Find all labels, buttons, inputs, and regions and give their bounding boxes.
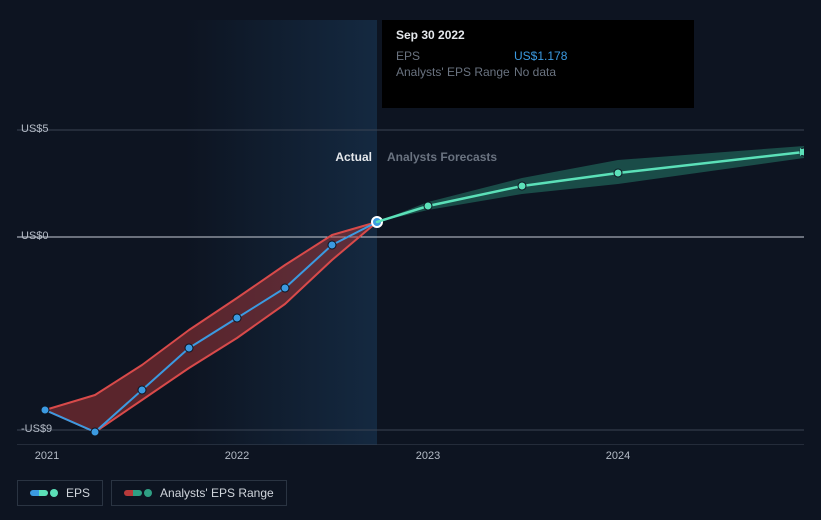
legend-label: Analysts' EPS Range: [160, 486, 274, 500]
legend-item[interactable]: Analysts' EPS Range: [111, 480, 287, 506]
tooltip-key: Analysts' EPS Range: [396, 65, 514, 79]
legend-swatch: [124, 490, 142, 496]
eps-chart: US$5 US$0 -US$9 2021 2022 2023 2024 Actual Ana…: [17, 0, 804, 475]
x-axis-label: 2024: [606, 450, 630, 462]
tooltip-row: EPSUS$1.178: [396, 48, 680, 64]
actual-label: Actual: [17, 150, 372, 164]
legend: EPS Analysts' EPS Range: [17, 480, 287, 506]
chart-tooltip: Sep 30 2022 EPSUS$1.178Analysts' EPS Ran…: [382, 20, 694, 108]
tooltip-row: Analysts' EPS RangeNo data: [396, 64, 680, 80]
legend-item[interactable]: EPS: [17, 480, 103, 506]
legend-dot-icon: [50, 489, 58, 497]
tooltip-key: EPS: [396, 49, 514, 63]
y-axis-label: US$0: [21, 230, 49, 242]
x-axis-label: 2023: [416, 450, 440, 462]
tooltip-value: US$1.178: [514, 49, 567, 63]
legend-dot-icon: [144, 489, 152, 497]
legend-swatch: [30, 490, 48, 496]
x-axis-label: 2022: [225, 450, 249, 462]
y-axis-label: US$5: [21, 123, 49, 135]
legend-label: EPS: [66, 486, 90, 500]
y-axis-label: -US$9: [21, 423, 52, 435]
x-axis-label: 2021: [35, 450, 59, 462]
tooltip-date: Sep 30 2022: [396, 28, 680, 42]
forecast-label: Analysts Forecasts: [387, 150, 497, 164]
tooltip-value: No data: [514, 65, 556, 79]
